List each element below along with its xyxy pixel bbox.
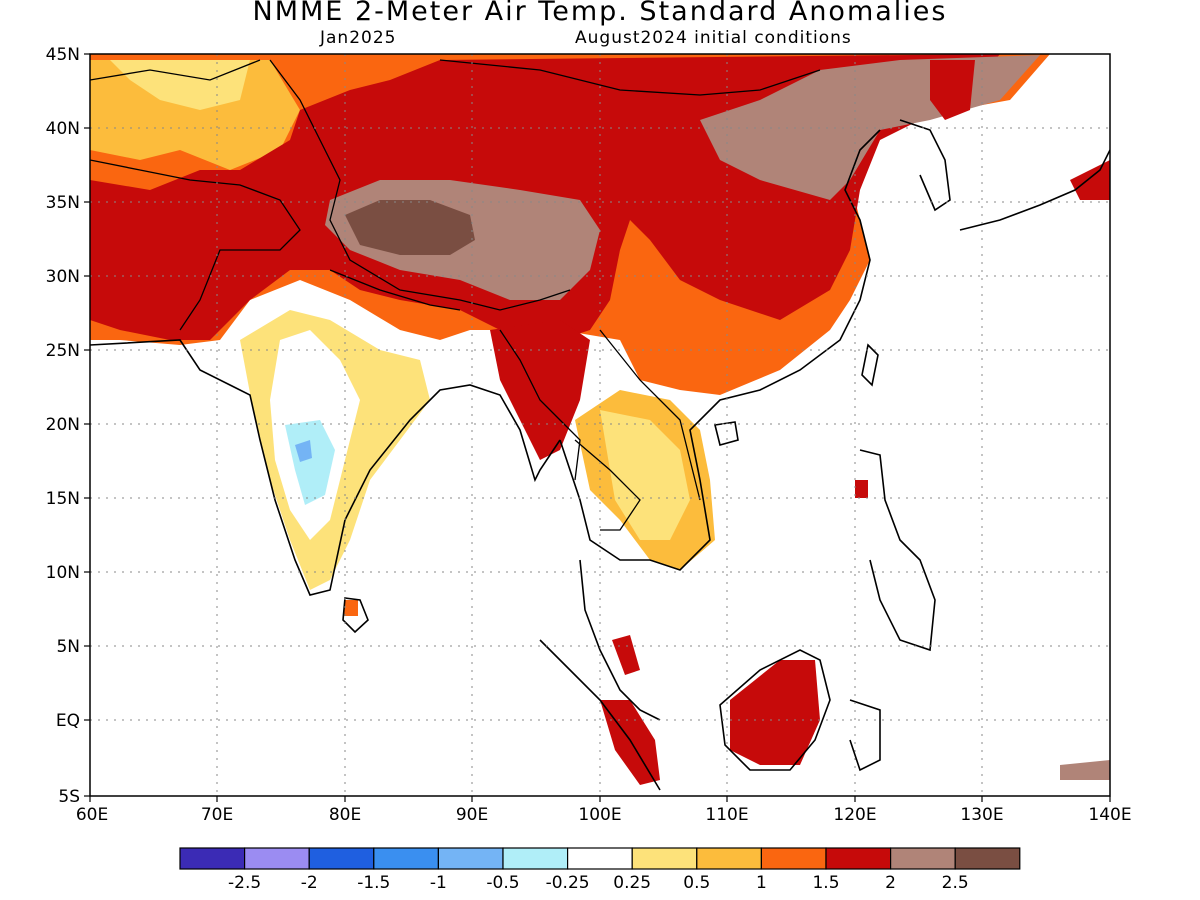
lon-label: 140E xyxy=(1088,805,1131,825)
border-afghan-pak xyxy=(90,159,301,331)
anomaly-region-2-malaya xyxy=(612,635,640,675)
lon-label: 100E xyxy=(578,805,621,825)
lat-label: 10N xyxy=(46,563,80,583)
colorbar xyxy=(179,847,1021,870)
colorbar-swatch xyxy=(179,847,246,870)
gridlines xyxy=(90,54,1110,796)
lon-label: 130E xyxy=(960,805,1003,825)
lon-label: 110E xyxy=(705,805,748,825)
colorbar-label: -0.25 xyxy=(546,873,590,893)
anomaly-region-1-5-srilanka xyxy=(344,600,358,616)
anomaly-region-neg-0-5 xyxy=(295,440,312,462)
coastline-hainan xyxy=(714,421,739,446)
lon-label: 70E xyxy=(201,805,233,825)
colorbar-swatch xyxy=(889,847,956,870)
border-thailand xyxy=(574,439,641,531)
colorbar-swatch xyxy=(502,847,569,870)
coastline-borneo xyxy=(719,649,831,771)
coastline-japan xyxy=(959,149,1110,231)
colorbar-swatch xyxy=(760,847,827,870)
border-india-nepal xyxy=(329,269,461,311)
colorbar-labels: -2.5 -2 -1.5 -1 -0.5 -0.25 0.25 0.5 1 1.5 2 2.5 xyxy=(228,873,969,893)
initial-conditions: August2024 initial conditions xyxy=(575,28,852,48)
lon-label: 60E xyxy=(76,805,108,825)
lat-label: 45N xyxy=(46,45,80,65)
colorbar-label: -0.5 xyxy=(486,873,519,893)
anomaly-region-neg-0-25 xyxy=(285,420,335,505)
tick-marks xyxy=(84,53,1111,802)
border-mongolia xyxy=(439,59,821,96)
border-laos-vietnam xyxy=(599,329,701,501)
colorbar-label: -1.5 xyxy=(357,873,390,893)
coastline-philippines xyxy=(859,449,936,652)
lat-label: 40N xyxy=(46,119,80,139)
anomaly-region-2-5-png xyxy=(1060,760,1110,780)
colorbar-swatch xyxy=(308,847,375,870)
forecast-month: Jan2025 xyxy=(320,28,397,48)
border-kazakh xyxy=(90,59,261,81)
colorbar-label: 0.25 xyxy=(613,873,651,893)
anomaly-region-0-5-indochina xyxy=(600,410,690,540)
colorbar-swatch xyxy=(696,847,762,870)
colorbar-swatch xyxy=(954,847,1021,870)
lon-labels: 60E 70E 80E 90E 100E 110E 120E 130E 140E xyxy=(76,805,1132,825)
lat-label: 15N xyxy=(46,489,80,509)
lat-label: 20N xyxy=(46,415,80,435)
coastline-taiwan xyxy=(861,343,879,387)
coastline-india xyxy=(90,339,561,596)
map-title: NMME 2-Meter Air Temp. Standard Anomalie… xyxy=(252,0,948,27)
colorbar-swatch xyxy=(373,847,439,870)
anomaly-fields xyxy=(90,54,1110,785)
lon-label: 80E xyxy=(329,805,361,825)
colorbar-label: 1.5 xyxy=(812,873,839,893)
colorbar-label: 2 xyxy=(885,873,896,893)
lat-labels: 45N 40N 35N 30N 25N 20N 15N 10N 5N EQ 5S xyxy=(46,45,80,807)
coastline-srilanka xyxy=(342,597,369,634)
lon-label: 90E xyxy=(456,805,488,825)
lat-label: 5N xyxy=(56,637,80,657)
coastline-sulawesi xyxy=(849,699,881,772)
lat-label: 25N xyxy=(46,341,80,361)
colorbar-swatch xyxy=(244,847,310,870)
colorbar-swatch xyxy=(566,847,633,870)
country-borders xyxy=(90,59,821,531)
lon-label: 120E xyxy=(833,805,876,825)
coastline-indochina xyxy=(559,129,881,571)
coastline-malay-peninsula xyxy=(579,559,661,721)
colorbar-swatch xyxy=(437,847,504,870)
lat-label: 30N xyxy=(46,267,80,287)
anomaly-region-0-5 xyxy=(110,60,250,110)
anomaly-region-2-philippines xyxy=(855,480,868,498)
coastline-sumatra xyxy=(539,639,661,791)
anomaly-region-2-borneo xyxy=(730,660,820,765)
border-myanmar xyxy=(499,329,581,481)
colorbar-swatch xyxy=(631,847,698,870)
colorbar-swatch xyxy=(825,847,892,870)
anomaly-region-gt-2-5 xyxy=(345,200,475,255)
lat-label: 35N xyxy=(46,193,80,213)
colorbar-label: -2 xyxy=(301,873,318,893)
lat-label: 5S xyxy=(58,787,80,807)
colorbar-label: 2.5 xyxy=(942,873,969,893)
border-china-west xyxy=(269,59,571,311)
coastlines xyxy=(90,119,1110,791)
anomaly-region-2-myanmar xyxy=(490,320,590,460)
colorbar-label: -2.5 xyxy=(228,873,261,893)
colorbar-label: 1 xyxy=(756,873,767,893)
anomaly-region-2-korea xyxy=(930,60,975,120)
colorbar-label: -1 xyxy=(430,873,447,893)
lat-label: EQ xyxy=(56,711,80,731)
coastline-korea xyxy=(899,119,951,212)
colorbar-label: 0.5 xyxy=(683,873,710,893)
anomaly-region-2-japan xyxy=(1070,160,1110,200)
